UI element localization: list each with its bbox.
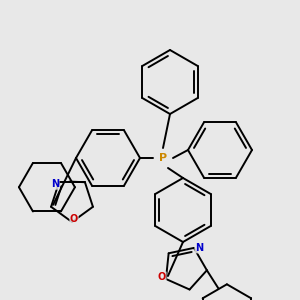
Text: N: N — [195, 243, 203, 253]
Text: P: P — [159, 153, 167, 163]
Text: N: N — [51, 179, 59, 189]
Text: O: O — [70, 214, 78, 224]
Text: O: O — [158, 272, 166, 282]
